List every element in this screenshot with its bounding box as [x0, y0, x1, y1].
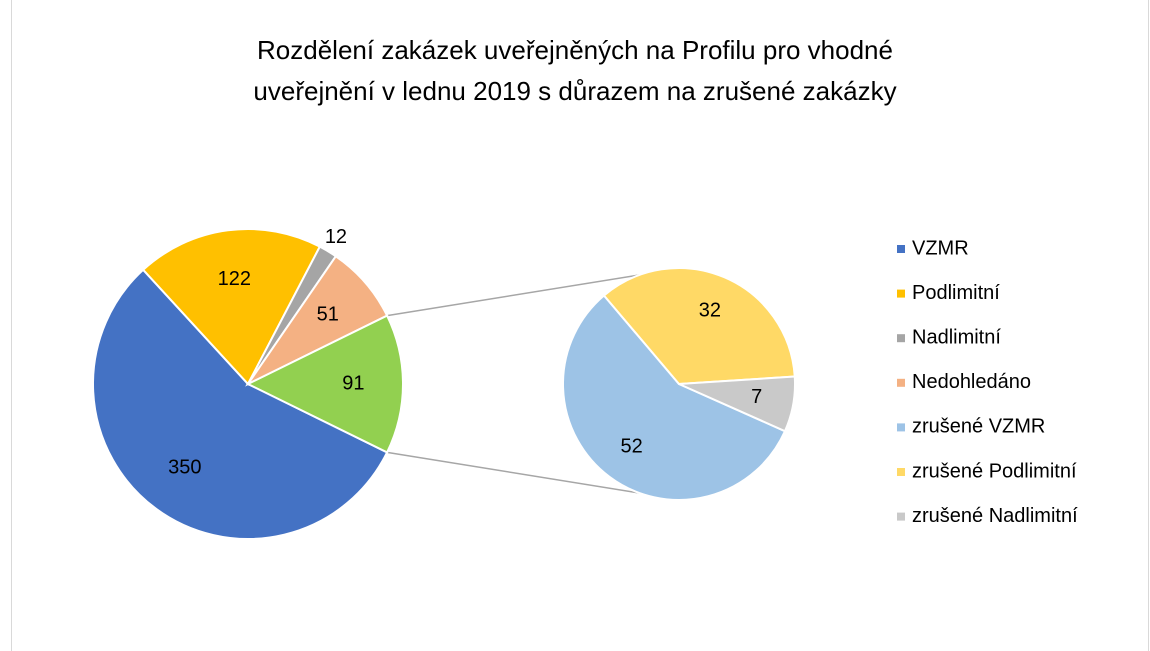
- legend-label: VZMR: [912, 237, 969, 259]
- legend-label: zrušené Nadlimitní: [912, 505, 1078, 527]
- legend-label: zrušené VZMR: [912, 416, 1045, 438]
- legend-marker: [897, 334, 905, 343]
- data-label: 32: [699, 300, 721, 322]
- pie-slice: [562, 294, 787, 501]
- legend-marker: [897, 378, 905, 387]
- legend-label: Podlimitní: [912, 282, 1000, 304]
- data-label: 122: [218, 268, 251, 290]
- pie-slice: [141, 228, 322, 386]
- pie-slice: [92, 268, 389, 540]
- legend-marker: [897, 512, 905, 521]
- data-label: 7: [751, 386, 762, 408]
- legend-label: Nadlimitní: [912, 326, 1001, 348]
- data-label: 91: [342, 372, 364, 394]
- legend-label: Nedohledáno: [912, 371, 1031, 393]
- legend-label: zrušené Podlimitní: [912, 460, 1077, 482]
- data-label: 51: [317, 303, 339, 325]
- connector-line: [386, 274, 640, 317]
- chart-title: uveřejnění v lednu 2019 s důrazem na zru…: [253, 76, 896, 106]
- pie-slice: [602, 267, 796, 386]
- legend-marker: [897, 289, 905, 298]
- data-label: 12: [325, 226, 347, 248]
- data-label: 350: [168, 457, 201, 479]
- legend-marker: [897, 423, 905, 432]
- chart-title: Rozdělení zakázek uveřejněných na Profil…: [257, 35, 893, 65]
- connector-line: [386, 451, 640, 494]
- data-label: 52: [621, 435, 643, 457]
- legend-marker: [897, 245, 905, 253]
- pie-slice: [678, 375, 796, 433]
- legend-marker: [897, 468, 905, 476]
- pie-slice: [245, 314, 404, 454]
